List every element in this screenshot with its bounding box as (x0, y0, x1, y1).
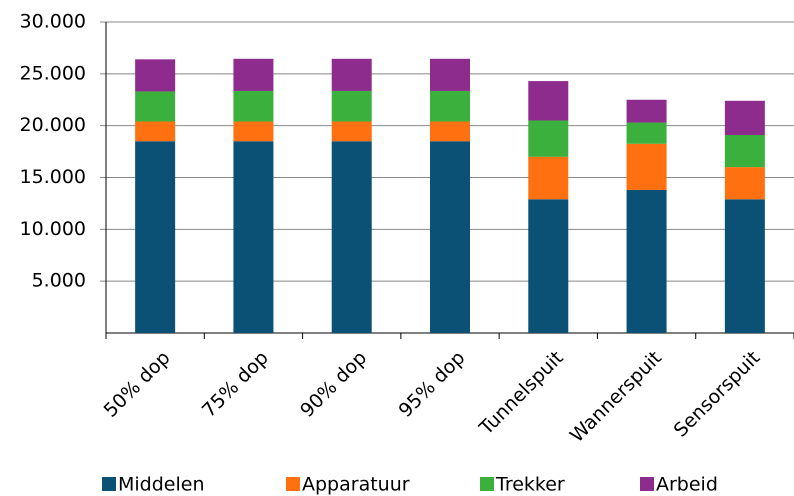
bar-segment (430, 90, 470, 122)
legend-label: Arbeid (656, 474, 718, 496)
bar-segment (331, 58, 372, 91)
legend-swatch (480, 477, 494, 491)
bar-segment (724, 199, 765, 333)
y-tick-label: 25.000 (20, 62, 86, 84)
y-tick-label: 15.000 (20, 166, 86, 188)
bar-segment (724, 167, 765, 200)
bar-segment (528, 199, 569, 333)
bar-segment (430, 121, 470, 142)
bar-segment (626, 99, 667, 123)
bar-segment (233, 90, 274, 122)
y-tick-label: 5.000 (32, 270, 86, 292)
bar-segment (528, 120, 569, 157)
bar-segment (626, 143, 667, 190)
bar-segment (430, 141, 470, 333)
x-tick-label: 75% dop (198, 347, 273, 422)
bar-segment (724, 100, 765, 135)
legend-label: Trekker (495, 474, 565, 496)
bar-segment (724, 134, 765, 168)
bar-segment (430, 58, 470, 91)
bar-segment (233, 58, 274, 91)
bar-segment (135, 141, 176, 333)
bar-segment (528, 156, 569, 200)
legend-label: Apparatuur (302, 474, 410, 496)
bar-segment (331, 141, 372, 333)
x-tick-label: 90% dop (296, 347, 371, 422)
bar-segment (528, 81, 569, 121)
y-tick-label: 30.000 (20, 11, 86, 33)
y-tick-label: 10.000 (20, 218, 86, 240)
legend-swatch (286, 477, 300, 491)
bar-segment (626, 189, 667, 333)
legend-swatch (640, 477, 654, 491)
bar-segment (135, 59, 176, 92)
y-tick-label: 20.000 (20, 114, 86, 136)
x-tick-label: Tunnelspuit (475, 347, 568, 440)
bar-segment (135, 91, 176, 122)
bar-segment (135, 121, 176, 142)
bar-segment (626, 122, 667, 144)
x-tick-label: 95% dop (394, 347, 469, 422)
x-tick-label: 50% dop (100, 347, 175, 422)
legend-swatch (102, 477, 116, 491)
legend-label: Middelen (118, 474, 205, 496)
bar-segment (331, 121, 372, 142)
bar-segment (233, 141, 274, 333)
bar-segment (331, 90, 372, 122)
x-tick-label: Wannerspuit (566, 347, 666, 447)
x-tick-label: Sensorspuit (670, 347, 765, 442)
bar-segment (233, 121, 274, 142)
